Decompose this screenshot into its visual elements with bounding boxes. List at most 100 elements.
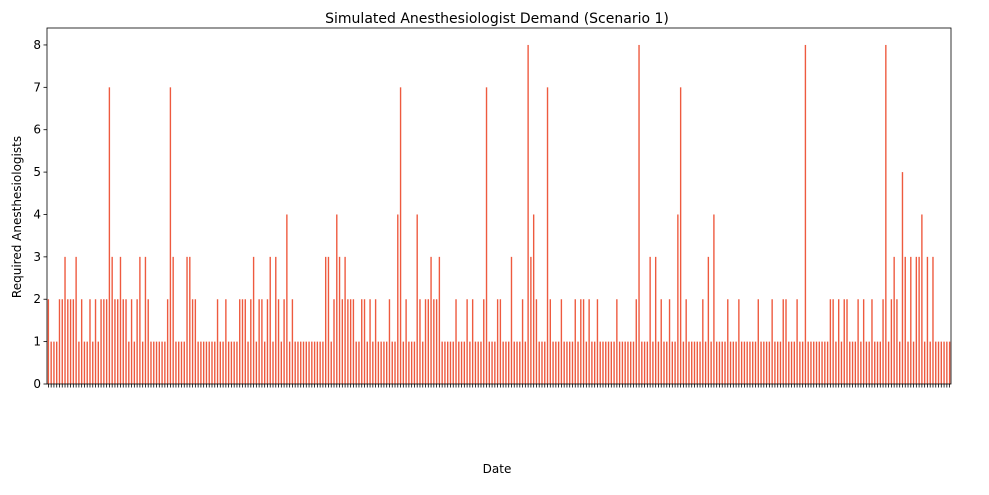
bar (735, 341, 737, 384)
y-tick-label: 1 (33, 335, 41, 349)
bar (380, 341, 382, 384)
bar (652, 341, 654, 384)
bar (824, 341, 826, 384)
bar (702, 299, 704, 384)
bar (499, 299, 502, 384)
bar (552, 341, 554, 384)
bar (136, 299, 138, 384)
bar (907, 341, 909, 384)
bar (236, 341, 238, 384)
bar (153, 341, 155, 384)
bar (510, 256, 513, 384)
bar (535, 299, 538, 384)
bar (300, 341, 302, 384)
bar (413, 341, 416, 384)
bar (874, 341, 876, 384)
bar (133, 341, 136, 384)
bar (155, 341, 158, 384)
bar (616, 299, 618, 384)
bar (549, 299, 551, 384)
bar (183, 341, 185, 384)
bar (826, 341, 829, 384)
bar (347, 299, 349, 384)
bar (666, 341, 668, 384)
bar (813, 341, 815, 384)
bar (263, 341, 266, 384)
bar (832, 299, 834, 384)
bar (732, 341, 735, 384)
bar (105, 299, 108, 384)
y-tick-label: 6 (33, 123, 41, 137)
bar (377, 341, 380, 384)
bar (130, 299, 133, 384)
bar (513, 341, 515, 384)
bar (854, 341, 857, 384)
bar (610, 341, 612, 384)
bar (851, 341, 854, 384)
bar (316, 341, 319, 384)
bar (508, 341, 510, 384)
bar (754, 341, 757, 384)
bar (427, 299, 429, 384)
bars-layer (47, 44, 951, 384)
bar (688, 341, 690, 384)
bar (141, 341, 144, 384)
bar (901, 172, 904, 384)
bar (887, 341, 890, 384)
bar (69, 299, 72, 384)
bar (89, 299, 91, 384)
bar (679, 87, 682, 384)
x-ticks (47, 384, 951, 388)
bar (790, 341, 793, 384)
bar (530, 256, 532, 384)
bar (621, 341, 624, 384)
bar (729, 341, 732, 384)
bar (291, 299, 294, 384)
bar (544, 341, 546, 384)
bar (546, 87, 549, 384)
bar (422, 341, 424, 384)
bar (175, 341, 177, 384)
bar (111, 256, 113, 384)
bar (593, 341, 596, 384)
bar (563, 341, 565, 384)
y-tick-label: 3 (33, 250, 41, 264)
bar (494, 341, 496, 384)
bar (488, 341, 490, 384)
bar (114, 299, 116, 384)
bar (768, 341, 771, 384)
bar (929, 341, 931, 384)
bar (455, 299, 457, 384)
bar (935, 341, 937, 384)
bar (704, 341, 707, 384)
bar (261, 299, 263, 384)
bar (230, 341, 233, 384)
bar (829, 299, 832, 384)
bar (239, 299, 241, 384)
bar (632, 341, 635, 384)
bar (305, 341, 307, 384)
bar (760, 341, 762, 384)
bar (555, 341, 557, 384)
bar (677, 214, 679, 384)
bar (646, 341, 649, 384)
bar (491, 341, 493, 384)
bar (835, 341, 837, 384)
bar (849, 341, 851, 384)
bar (635, 299, 637, 384)
bar (47, 299, 50, 384)
bar (923, 341, 926, 384)
bar (538, 341, 540, 384)
bar (699, 341, 701, 384)
bar (205, 341, 208, 384)
bar (865, 341, 868, 384)
bar (868, 341, 870, 384)
bar (782, 299, 784, 384)
bar (100, 299, 102, 384)
bar (912, 341, 915, 384)
bar (402, 341, 405, 384)
bar (937, 341, 940, 384)
bar (469, 341, 471, 384)
bar (97, 341, 99, 384)
bar (602, 341, 604, 384)
